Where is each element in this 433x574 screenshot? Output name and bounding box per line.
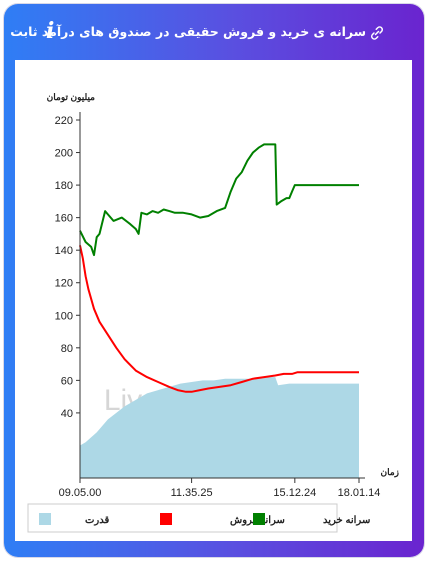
chart-panel: LiveTSE.ir میلیون تومان زمان 40608010012…: [15, 60, 412, 541]
x-tick-label: 09.05.00: [59, 487, 102, 499]
x-tick-label: 18.01.14: [338, 487, 381, 499]
legend-swatch: [160, 513, 172, 525]
x-tick-label: 11.35.25: [171, 487, 213, 499]
legend-box: [27, 503, 338, 533]
x-axis-label: زمان: [380, 467, 399, 478]
info-icon[interactable]: i: [46, 18, 55, 44]
card-title: سرانه ی خرید و فروش حقیقی در صندوق های د…: [10, 24, 366, 39]
legend-swatch: [39, 513, 51, 525]
legend-label: قدرت: [85, 515, 109, 526]
y-tick-label: 160: [55, 213, 73, 225]
y-tick-label: 140: [55, 245, 73, 257]
y-tick-label: 80: [61, 343, 73, 355]
y-tick-label: 180: [55, 180, 73, 192]
y-tick-label: 40: [61, 408, 73, 420]
y-tick-label: 100: [55, 310, 73, 322]
chart-card: i سرانه ی خرید و فروش حقیقی در صندوق های…: [4, 4, 424, 557]
legend-label: سرانه خرید: [323, 515, 370, 526]
series-line-0: [79, 143, 359, 257]
y-tick-label: 220: [55, 115, 73, 127]
chart-svg: LiveTSE.ir میلیون تومان زمان 40608010012…: [27, 92, 399, 533]
legend-swatch: [253, 513, 265, 525]
series-line-1: [79, 245, 359, 393]
y-tick-label: 120: [55, 278, 73, 290]
link-icon[interactable]: [368, 24, 386, 42]
series-area-2: [80, 377, 359, 478]
y-tick-label: 60: [61, 375, 73, 387]
x-tick-label: 15.12.24: [273, 487, 316, 499]
y-tick-label: 200: [55, 148, 73, 160]
card-header: i سرانه ی خرید و فروش حقیقی در صندوق های…: [4, 4, 424, 60]
y-axis-label: میلیون تومان: [47, 92, 95, 103]
